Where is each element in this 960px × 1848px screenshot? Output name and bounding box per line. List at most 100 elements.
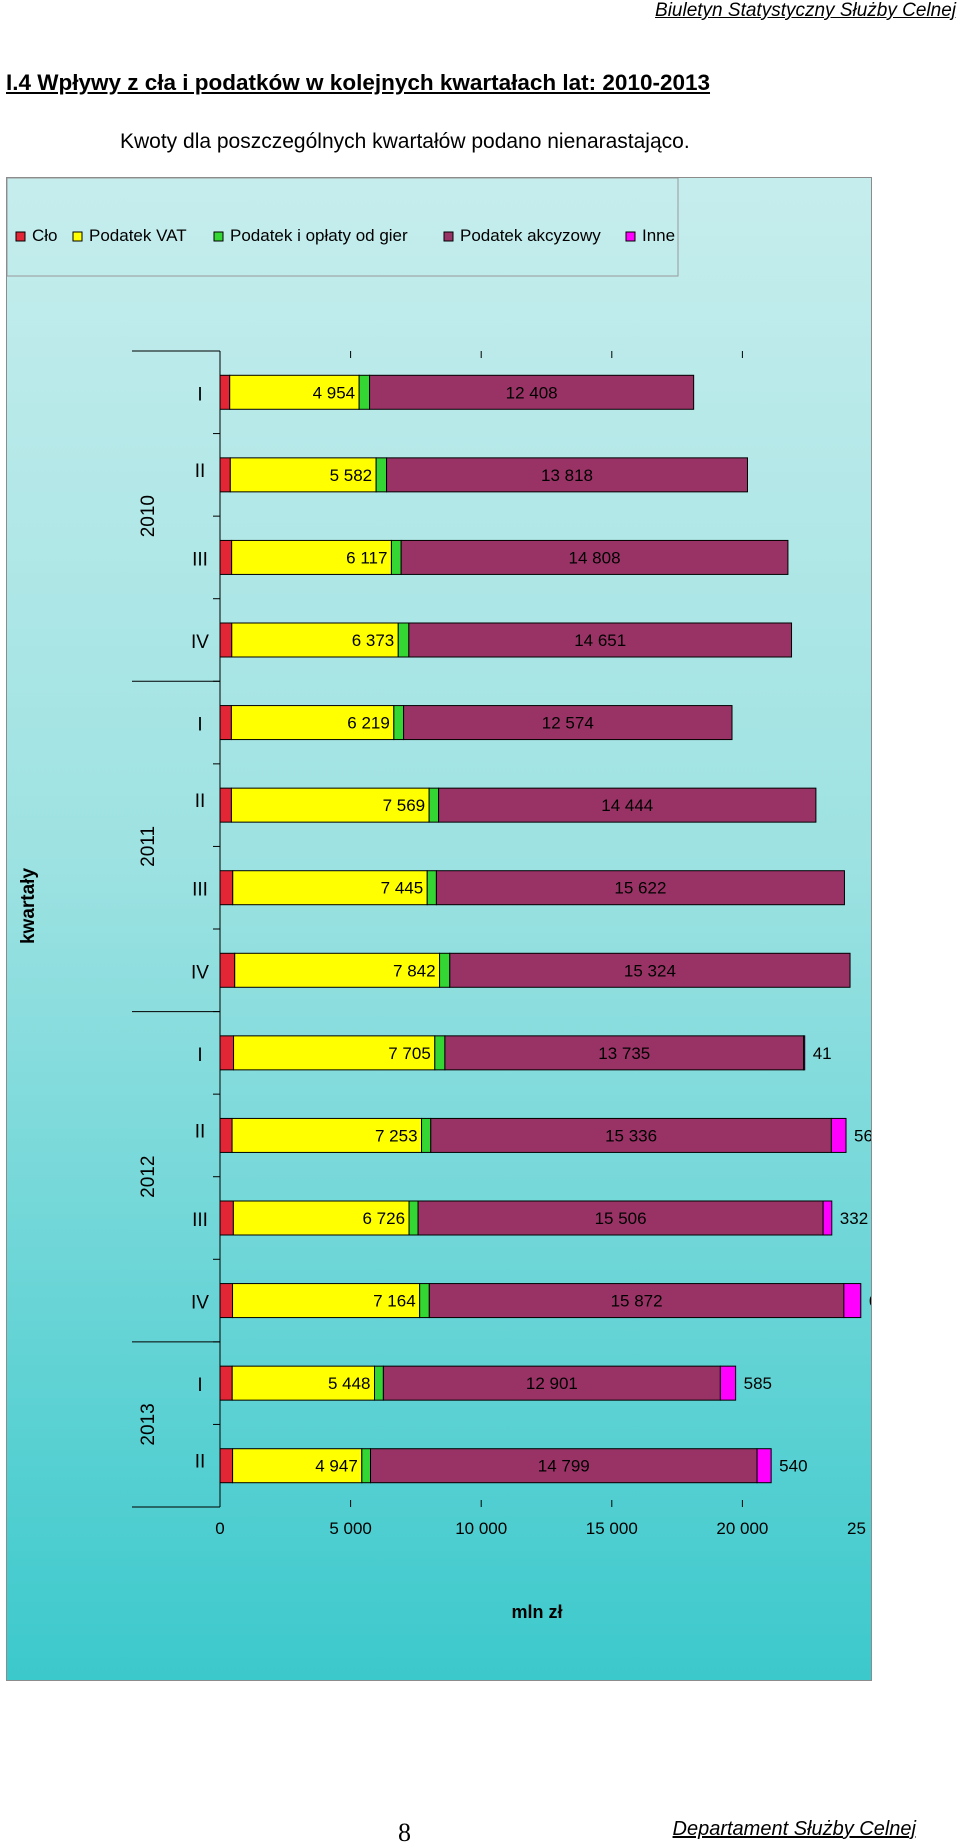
quarter-label: I: [197, 1045, 202, 1066]
data-label-podatek-akcyzowy: 15 336: [605, 1126, 657, 1145]
bar-clo: [219, 705, 232, 741]
legend-label-inne: Inne: [642, 226, 675, 245]
year-label-2011: 2011: [138, 826, 159, 867]
bar-podatek-akcyzowy: [403, 705, 733, 741]
quarter-label: IV: [191, 632, 209, 653]
bar-inne: [843, 1283, 862, 1319]
legend-label-podatek-akcyzowy: Podatek akcyzowy: [460, 226, 601, 245]
bar-clo: [219, 1035, 235, 1071]
data-label-podatek-akcyzowy: 15 872: [611, 1292, 663, 1311]
legend-label-clo: Cło: [32, 226, 58, 245]
data-label-podatek-vat: 7 842: [393, 961, 436, 980]
quarter-label: I: [197, 715, 202, 736]
data-label-podatek-akcyzowy: 15 324: [624, 961, 676, 980]
bar-podatek-vat: [230, 787, 430, 823]
bar-podatek-akcyzowy: [438, 787, 817, 823]
data-label-inne: 585: [744, 1374, 772, 1393]
data-label-podatek-akcyzowy: 12 574: [542, 714, 594, 733]
bar-podatek-i-oplaty-od-gier: [374, 1365, 384, 1401]
page-title: I.4 Wpływy z cła i podatków w kolejnych …: [6, 70, 711, 95]
data-label-podatek-akcyzowy: 14 651: [574, 631, 626, 650]
bar-podatek-i-oplaty-od-gier: [421, 1117, 432, 1153]
bar-podatek-i-oplaty-od-gier: [393, 705, 405, 741]
legend-label-podatek-vat: Podatek VAT: [89, 226, 187, 245]
bar-podatek-vat: [231, 1365, 376, 1401]
bar-podatek-i-oplaty-od-gier: [419, 1283, 430, 1319]
legend-swatch-clo: [15, 231, 26, 242]
data-label-podatek-vat: 4 947: [315, 1457, 358, 1476]
x-tick-label: 0: [215, 1519, 224, 1538]
bar-podatek-vat: [229, 457, 377, 493]
quarter-label: III: [192, 1210, 208, 1231]
bar-podatek-akcyzowy: [430, 1117, 832, 1153]
bar-inne: [719, 1365, 737, 1401]
chart-area: Cło Podatek VAT Podatek i opłaty od gier Po…: [6, 177, 899, 1681]
data-label-podatek-akcyzowy: 14 444: [601, 796, 653, 815]
data-label-podatek-akcyzowy: 13 735: [598, 1044, 650, 1063]
data-label-podatek-vat: 6 117: [346, 548, 387, 567]
bar-podatek-akcyzowy: [382, 1365, 721, 1401]
bar-podatek-akcyzowy: [370, 1448, 758, 1484]
x-tick-label: 20 000: [716, 1519, 768, 1538]
bar-clo: [219, 1283, 234, 1319]
data-label-podatek-vat: 7 164: [373, 1292, 416, 1311]
bar-inne: [756, 1448, 772, 1484]
bar-podatek-akcyzowy: [386, 457, 748, 493]
bar-podatek-i-oplaty-od-gier: [397, 622, 410, 658]
bar-clo: [219, 539, 233, 575]
data-label-podatek-akcyzowy: 14 808: [569, 548, 621, 567]
bar-clo: [219, 457, 231, 493]
bar-inne: [803, 1035, 806, 1071]
data-label-podatek-vat: 5 582: [330, 466, 373, 485]
data-label-inne: 41: [813, 1044, 832, 1063]
quarter-label: II: [195, 1452, 206, 1473]
data-label-inne: 561: [854, 1126, 871, 1145]
data-label-inne: 540: [779, 1457, 807, 1476]
quarter-label: II: [195, 1121, 206, 1142]
bar-podatek-akcyzowy: [417, 1200, 824, 1236]
data-label-podatek-akcyzowy: 14 799: [538, 1457, 590, 1476]
x-tick-label: 25 000: [847, 1519, 871, 1538]
x-tick-label: 15 000: [586, 1519, 638, 1538]
bar-clo: [219, 952, 236, 988]
x-tick-label: 5 000: [329, 1519, 372, 1538]
data-label-podatek-vat: 6 219: [347, 714, 390, 733]
department-name: Departament Służby Celnej: [672, 1818, 916, 1840]
bar-podatek-i-oplaty-od-gier: [428, 787, 440, 823]
legend-swatch-podatek-akcyzowy: [443, 231, 454, 242]
data-label-podatek-akcyzowy: 15 622: [614, 879, 666, 898]
quarter-label: IV: [191, 962, 209, 983]
bar-podatek-akcyzowy: [444, 1035, 805, 1071]
data-label-podatek-vat: 5 448: [328, 1374, 371, 1393]
bar-clo: [219, 622, 233, 658]
bar-clo: [219, 1117, 233, 1153]
data-label-podatek-vat: 6 726: [363, 1209, 406, 1228]
bar-podatek-vat: [231, 1117, 423, 1153]
data-label-podatek-vat: 7 569: [383, 796, 426, 815]
bar-podatek-i-oplaty-od-gier: [434, 1035, 446, 1071]
data-label-podatek-vat: 7 705: [388, 1044, 431, 1063]
bar-podatek-vat: [232, 870, 428, 906]
bar-podatek-akcyzowy: [435, 870, 845, 906]
bar-podatek-vat: [232, 1200, 410, 1236]
bar-podatek-vat: [232, 1283, 421, 1319]
bar-inne: [830, 1117, 847, 1153]
legend-label-podatek-i-oplaty-od-gier: Podatek i opłaty od gier: [230, 226, 408, 245]
data-label-podatek-vat: 4 954: [313, 383, 356, 402]
legend-swatch-inne: [625, 231, 636, 242]
x-axis-title: mln zł: [511, 1602, 562, 1622]
bar-podatek-vat: [229, 374, 360, 410]
quarter-label: II: [195, 461, 206, 482]
bar-podatek-akcyzowy: [408, 622, 793, 658]
data-label-podatek-akcyzowy: 12 408: [506, 383, 558, 402]
bar-podatek-vat: [231, 622, 399, 658]
quarter-label: II: [195, 791, 206, 812]
bar-podatek-i-oplaty-od-gier: [375, 457, 388, 493]
legend-box: [6, 177, 679, 277]
bar-clo: [219, 374, 231, 410]
year-label-2013: 2013: [138, 1403, 159, 1445]
page-subtitle: Kwoty dla poszczególnych kwartałów podan…: [120, 130, 690, 153]
bar-podatek-i-oplaty-od-gier: [426, 870, 437, 906]
bar-podatek-i-oplaty-od-gier: [390, 539, 402, 575]
bar-podatek-akcyzowy: [369, 374, 695, 410]
